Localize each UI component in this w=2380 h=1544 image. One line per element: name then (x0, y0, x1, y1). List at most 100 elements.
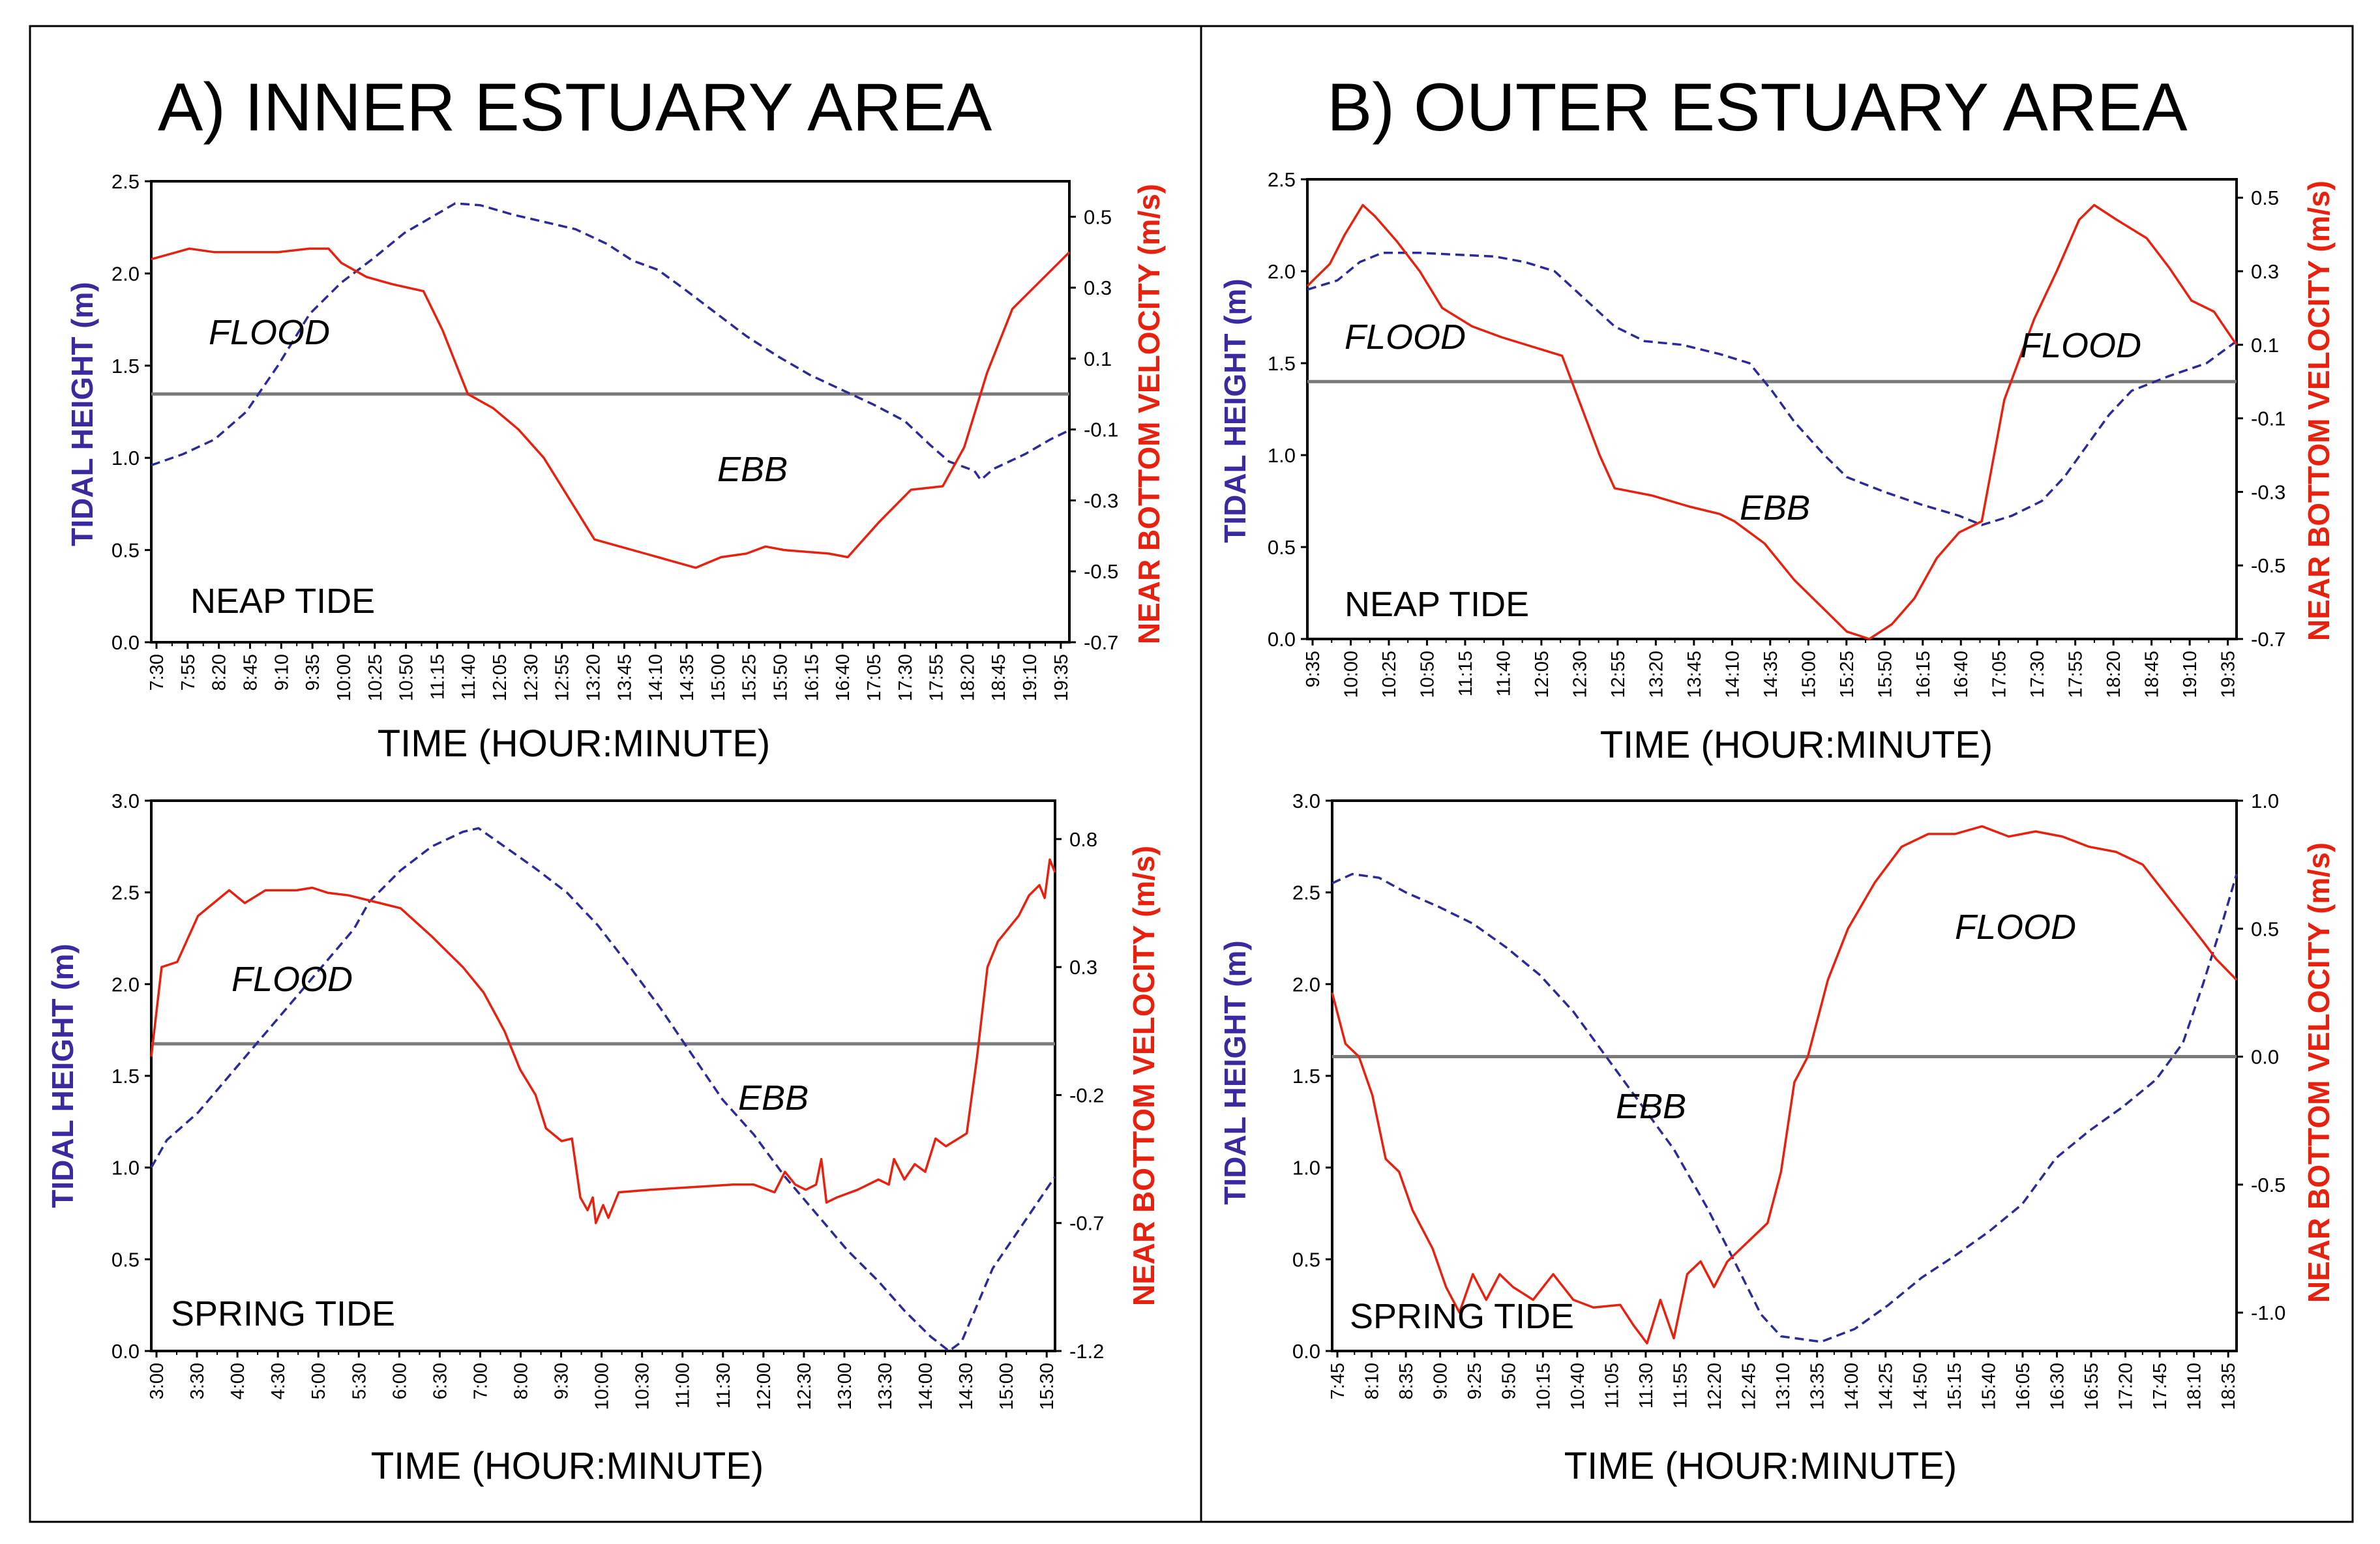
x-tick-label: 12:20 (1704, 1363, 1725, 1410)
x-tick-label: 16:05 (2013, 1363, 2034, 1410)
chart-outer-spring-axes: 0.0 0.5 1.0 1.5 2.0 2.5 3.0 -1.0 -0.5 0.0 0.5 1.0 7:… (1292, 790, 2286, 1410)
x-tick-label: 16:30 (2047, 1363, 2068, 1410)
x-tick-label: 13:20 (1646, 651, 1667, 698)
y-right-tick-label: -1.2 (1069, 1340, 1104, 1363)
y-left-tick-label: 1.5 (1268, 352, 1296, 375)
x-tick-label: 15:30 (1037, 1363, 1058, 1410)
velocity-line (150, 858, 1056, 1225)
chart-inner-neap-ebb-label: EBB (717, 450, 788, 489)
y-left-tick-label: 0.5 (112, 539, 140, 562)
y-left-tick-label: 0.0 (1268, 628, 1296, 651)
x-tick-label: 13:45 (1684, 651, 1705, 698)
x-tick-label: 12:05 (1532, 651, 1553, 698)
y-right-tick-label: 0.3 (1084, 276, 1112, 299)
x-tick-label: 11:15 (1455, 651, 1476, 696)
tidal-height-line (151, 202, 1070, 482)
y-left-tick-label: 0.0 (1292, 1340, 1320, 1363)
x-tick-label: 17:30 (895, 654, 916, 702)
x-tick-label: 8:10 (1362, 1363, 1383, 1399)
y-left-tick-label: 1.5 (112, 355, 140, 378)
x-tick-label: 15:40 (1978, 1363, 1999, 1410)
y-right-tick-label: -0.3 (1084, 489, 1118, 512)
x-tick-label: 19:35 (1051, 654, 1072, 702)
y-left-tick-label: 1.0 (1268, 444, 1296, 467)
panel-a-title: A) INNER ESTUARY AREA (158, 70, 992, 145)
y-left-tick-label: 3.0 (1292, 790, 1320, 812)
y-right-tick-label: 0.3 (2251, 260, 2279, 283)
chart-outer-neap-ebb-label: EBB (1740, 488, 1810, 527)
x-tick-label: 11:05 (1601, 1363, 1622, 1408)
x-tick-label: 14:30 (956, 1363, 977, 1410)
y-right-tick-label: -0.3 (2251, 481, 2285, 503)
x-tick-label: 16:15 (1913, 651, 1934, 698)
y-left-tick-label: 0.5 (1268, 536, 1296, 559)
y-left-tick-label: 1.0 (1292, 1157, 1320, 1180)
x-tick-label: 3:30 (187, 1363, 208, 1399)
x-tick-label: 10:15 (1533, 1363, 1554, 1410)
chart-outer-spring-tide-layer (1331, 872, 2238, 1343)
chart-outer-neap-ylabel-right: NEAR BOTTOM VELOCITY (m/s) (2302, 181, 2336, 641)
plot-frame (150, 180, 1071, 644)
x-tick-label: 17:05 (1989, 651, 2010, 698)
x-tick-label: 18:10 (2184, 1363, 2205, 1410)
y-right-tick-label: 0.5 (1084, 205, 1112, 228)
y-left-tick-label: 0.5 (112, 1248, 140, 1271)
x-tick-label: 10:30 (632, 1363, 653, 1410)
chart-outer-spring-ylabel-left: TIDAL HEIGHT (m) (1218, 940, 1252, 1204)
y-right-tick-label: 0.1 (2251, 334, 2279, 357)
x-tick-label: 13:45 (614, 654, 635, 702)
x-tick-label: 18:45 (989, 654, 1009, 702)
y-right-tick-label: -1.0 (2251, 1301, 2285, 1324)
chart-inner-spring-ylabel-right: NEAR BOTTOM VELOCITY (m/s) (1127, 846, 1161, 1306)
y-right-tick-label: 0.5 (2251, 186, 2279, 209)
x-tick-label: 8:20 (209, 654, 230, 690)
y-right-tick-label: 0.1 (1084, 348, 1112, 370)
x-tick-label: 14:25 (1876, 1363, 1897, 1410)
y-left-tick-label: 2.5 (112, 170, 140, 193)
y-left-tick-label: 2.5 (112, 882, 140, 904)
y-right-tick-label: 0.8 (1069, 828, 1097, 851)
chart-outer-spring-ylabel-right: NEAR BOTTOM VELOCITY (m/s) (2302, 842, 2336, 1303)
chart-inner-neap: 0.0 0.5 1.0 1.5 2.0 2.5 -0.7 -0.5 -0.3 -0.1 0.1 0.3… (65, 170, 1166, 765)
y-right-tick-label: -0.5 (2251, 554, 2285, 577)
x-tick-label: 15:15 (1944, 1363, 1965, 1410)
y-left-tick-label: 0.5 (1292, 1248, 1320, 1271)
x-tick-label: 12:05 (490, 654, 511, 702)
chart-outer-neap-axes: 0.0 0.5 1.0 1.5 2.0 2.5 -0.7 -0.5 -0.3 -0.1 0.1 0.3… (1268, 168, 2286, 698)
y-right-tick-label: -0.2 (1069, 1084, 1104, 1106)
chart-inner-spring-xlabel: TIME (HOUR:MINUTE) (371, 1445, 764, 1487)
x-tick-label: 12:00 (754, 1363, 775, 1410)
y-left-tick-label: 1.0 (112, 447, 140, 469)
x-tick-label: 10:40 (1568, 1363, 1588, 1410)
x-tick-label: 9:35 (303, 654, 323, 690)
x-tick-label: 12:30 (521, 654, 542, 702)
chart-inner-spring-velocity-layer (150, 858, 1056, 1225)
y-right-tick-label: -0.7 (1069, 1212, 1104, 1235)
y-right-tick-label: 0.5 (2251, 917, 2279, 940)
x-tick-label: 18:20 (957, 654, 978, 702)
chart-inner-spring-axes: 0.0 0.5 1.0 1.5 2.0 2.5 3.0 -1.2 -0.7 -0.2 0.3 0.8 3… (112, 790, 1105, 1410)
x-tick-label: 16:40 (833, 654, 854, 702)
y-left-tick-label: 3.0 (112, 790, 140, 812)
chart-inner-spring-ylabel-left: TIDAL HEIGHT (m) (46, 943, 80, 1208)
x-tick-label: 12:30 (794, 1363, 815, 1410)
y-left-tick-label: 2.0 (112, 973, 140, 996)
x-tick-label: 14:00 (1841, 1363, 1862, 1410)
plot-frame (1306, 178, 2238, 640)
x-tick-label: 14:35 (1761, 651, 1781, 698)
x-tick-label: 19:35 (2218, 651, 2239, 698)
x-tick-label: 11:30 (713, 1363, 734, 1408)
x-tick-label: 8:35 (1396, 1363, 1417, 1399)
chart-inner-neap-flood-label: FLOOD (209, 313, 330, 352)
y-left-tick-label: 2.5 (1268, 168, 1296, 191)
chart-outer-neap-tide-layer (1307, 252, 2238, 527)
chart-outer-spring-ebb-label: EBB (1616, 1087, 1686, 1126)
chart-outer-neap-flood-label: FLOOD (1345, 318, 1466, 357)
x-tick-label: 10:00 (1341, 651, 1361, 698)
figure-frame (29, 25, 2354, 1523)
x-tick-label: 9:00 (1431, 1363, 1451, 1399)
x-tick-label: 9:10 (271, 654, 292, 690)
x-tick-label: 11:30 (1636, 1363, 1657, 1408)
velocity-line (151, 247, 1071, 569)
chart-outer-spring-flood-label: FLOOD (1955, 908, 2076, 947)
